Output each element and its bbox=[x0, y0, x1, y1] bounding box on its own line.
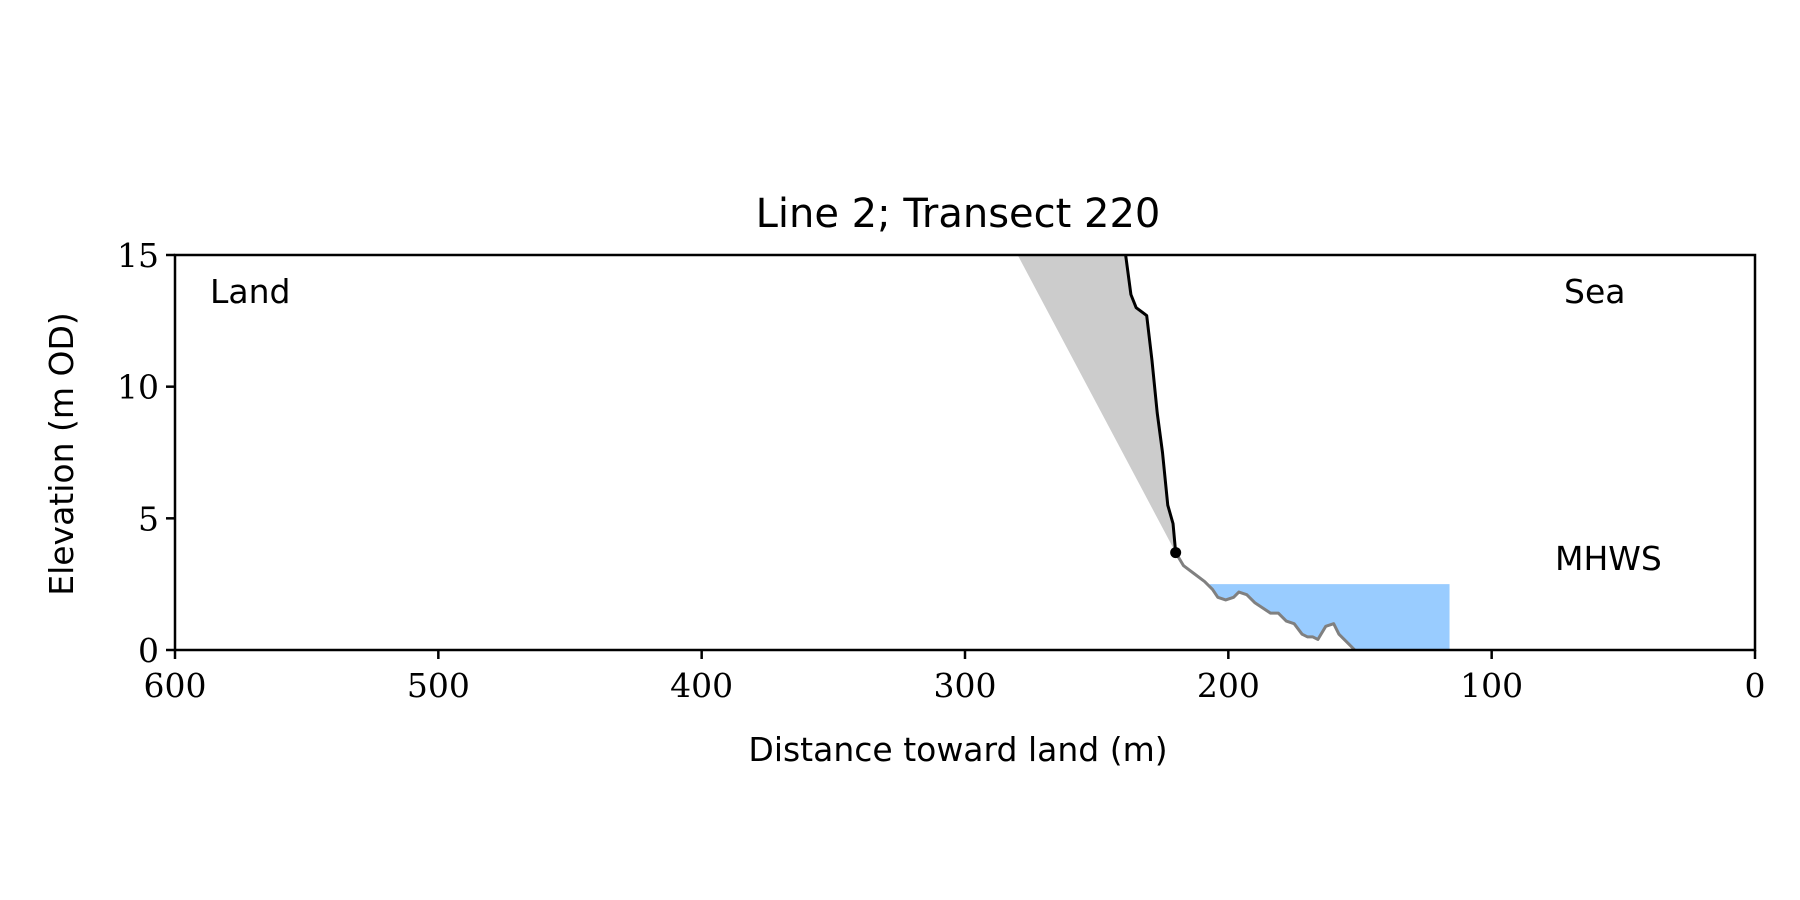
x-tick-label: 300 bbox=[934, 666, 997, 705]
x-tick-label: 400 bbox=[670, 666, 733, 705]
y-tick-label: 10 bbox=[117, 368, 159, 407]
plot-frame bbox=[173, 253, 1757, 652]
x-tick-label: 200 bbox=[1197, 666, 1260, 705]
talus-wedge-fill bbox=[1017, 255, 1176, 553]
y-tick-label: 0 bbox=[138, 631, 159, 670]
x-tick-label: 0 bbox=[1745, 666, 1766, 705]
y-axis-label: Elevation (m OD) bbox=[42, 312, 81, 596]
sea-annotation: Sea bbox=[1564, 272, 1625, 311]
fill-layer bbox=[1017, 255, 1450, 650]
x-tick-label: 600 bbox=[144, 666, 207, 705]
mhws-annotation: MHWS bbox=[1555, 539, 1662, 578]
y-tick-label: 5 bbox=[138, 499, 159, 538]
y-tick-label: 15 bbox=[117, 236, 159, 275]
y-axis-ticks: 0 5 10 15 bbox=[117, 236, 175, 670]
profile-layer bbox=[1124, 254, 1356, 652]
x-tick-label: 100 bbox=[1460, 666, 1523, 705]
mhws-water-fill bbox=[1209, 584, 1450, 650]
x-axis-label: Distance toward land (m) bbox=[748, 730, 1167, 769]
x-tick-label: 500 bbox=[407, 666, 470, 705]
land-annotation: Land bbox=[210, 272, 290, 311]
lower-profile-line bbox=[1174, 551, 1356, 652]
chart-title: Line 2; Transect 220 bbox=[756, 191, 1161, 237]
x-axis-ticks: 600 500 400 300 200 100 0 bbox=[144, 650, 1766, 705]
cliff-toe-marker bbox=[1170, 547, 1182, 559]
cliff-profile-line bbox=[1124, 254, 1178, 553]
